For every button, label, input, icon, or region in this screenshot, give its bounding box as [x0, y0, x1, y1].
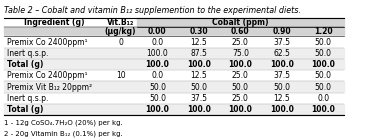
- Text: 50.0: 50.0: [232, 83, 249, 92]
- Text: 12.5: 12.5: [273, 94, 290, 103]
- Text: 100.0: 100.0: [270, 60, 294, 69]
- Text: (μg/kg): (μg/kg): [105, 27, 136, 36]
- Text: 50.0: 50.0: [149, 83, 166, 92]
- Text: 100.0: 100.0: [228, 105, 252, 114]
- Text: 87.5: 87.5: [191, 49, 207, 58]
- Text: 25.0: 25.0: [232, 71, 249, 80]
- Text: 0.0: 0.0: [151, 71, 164, 80]
- Text: 10: 10: [116, 71, 125, 80]
- Text: 37.5: 37.5: [273, 38, 290, 47]
- Text: 50.0: 50.0: [315, 38, 332, 47]
- Text: 100.0: 100.0: [187, 105, 211, 114]
- Text: 0.60: 0.60: [231, 27, 250, 36]
- Text: 100.0: 100.0: [228, 60, 252, 69]
- Bar: [4, 36, 344, 48]
- Text: 0.30: 0.30: [189, 27, 208, 36]
- Text: 62.5: 62.5: [273, 49, 290, 58]
- Text: Inert q.s.p.: Inert q.s.p.: [7, 49, 48, 58]
- Bar: [137, 18, 344, 27]
- Text: Vit.B₁₂: Vit.B₁₂: [107, 18, 134, 27]
- Text: Premix Vit B₁₂ 20ppm²: Premix Vit B₁₂ 20ppm²: [7, 83, 92, 92]
- Bar: [4, 93, 344, 104]
- Text: Premix Co 2400ppm¹: Premix Co 2400ppm¹: [7, 38, 88, 47]
- Text: 0.00: 0.00: [148, 27, 167, 36]
- Text: 0: 0: [118, 38, 123, 47]
- Text: 50.0: 50.0: [149, 94, 166, 103]
- Text: 1.20: 1.20: [314, 27, 333, 36]
- Text: 0.0: 0.0: [151, 38, 164, 47]
- Bar: [4, 59, 344, 70]
- Text: 50.0: 50.0: [315, 83, 332, 92]
- Text: Ingredient (g): Ingredient (g): [24, 18, 85, 27]
- Text: 100.0: 100.0: [146, 60, 169, 69]
- Bar: [4, 104, 344, 115]
- Text: Table 2 – Cobalt and vitamin B₁₂ supplemention to the experimental diets.: Table 2 – Cobalt and vitamin B₁₂ supplem…: [4, 6, 301, 15]
- Text: 100.0: 100.0: [187, 60, 211, 69]
- Text: 0.0: 0.0: [317, 94, 329, 103]
- Bar: [4, 81, 344, 93]
- Text: 50.0: 50.0: [315, 49, 332, 58]
- Text: Total (g): Total (g): [7, 60, 43, 69]
- Text: Inert q.s.p.: Inert q.s.p.: [7, 94, 48, 103]
- Text: 100.0: 100.0: [311, 105, 335, 114]
- Text: 37.5: 37.5: [273, 71, 290, 80]
- Text: 50.0: 50.0: [315, 71, 332, 80]
- Text: 75.0: 75.0: [232, 49, 249, 58]
- Text: 25.0: 25.0: [232, 38, 249, 47]
- Text: 12.5: 12.5: [191, 71, 207, 80]
- Text: Premix Co 2400ppm¹: Premix Co 2400ppm¹: [7, 71, 88, 80]
- Text: 37.5: 37.5: [191, 94, 207, 103]
- Text: 0.90: 0.90: [273, 27, 291, 36]
- Text: 25.0: 25.0: [232, 94, 249, 103]
- Bar: [4, 70, 344, 81]
- Text: Cobalt (ppm): Cobalt (ppm): [212, 18, 269, 27]
- Bar: [4, 27, 344, 36]
- Text: 100.0: 100.0: [147, 49, 168, 58]
- Text: 100.0: 100.0: [270, 105, 294, 114]
- Text: 50.0: 50.0: [273, 83, 290, 92]
- Text: 1 - 12g CoSO₄.7H₂O (20%) per kg.: 1 - 12g CoSO₄.7H₂O (20%) per kg.: [4, 119, 123, 126]
- Text: 50.0: 50.0: [191, 83, 207, 92]
- Text: 100.0: 100.0: [146, 105, 169, 114]
- Bar: [4, 48, 344, 59]
- Text: 2 - 20g Vitamin B₁₂ (0.1%) per kg.: 2 - 20g Vitamin B₁₂ (0.1%) per kg.: [4, 131, 123, 137]
- Text: 100.0: 100.0: [311, 60, 335, 69]
- Text: 12.5: 12.5: [191, 38, 207, 47]
- Text: Total (g): Total (g): [7, 105, 43, 114]
